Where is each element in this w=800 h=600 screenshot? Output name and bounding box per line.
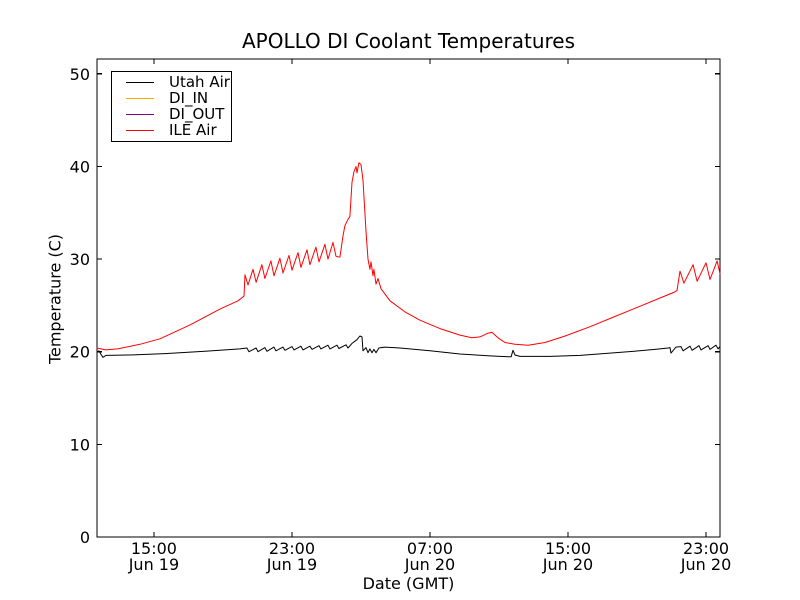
legend: Utah Air DI_IN DI_OUT ILE Air bbox=[111, 71, 232, 142]
legend-entry-utah-air: Utah Air bbox=[112, 74, 231, 90]
legend-line-icon bbox=[126, 81, 154, 83]
legend-label: DI_IN bbox=[169, 89, 209, 107]
y-tick-label: 30 bbox=[70, 250, 90, 269]
y-tick-label: 10 bbox=[70, 435, 90, 454]
x-tick-label-date: Jun 20 bbox=[404, 555, 455, 574]
x-tick-label-date: Jun 19 bbox=[266, 555, 317, 574]
legend-entry-ile-air: ILE Air bbox=[112, 122, 231, 138]
legend-entry-di-out: DI_OUT bbox=[112, 106, 231, 122]
x-tick-label-date: Jun 20 bbox=[542, 555, 593, 574]
x-tick-label-time: 07:00 bbox=[407, 539, 453, 558]
legend-label: Utah Air bbox=[169, 73, 230, 91]
y-tick-label: 40 bbox=[70, 157, 90, 176]
legend-line-icon bbox=[126, 113, 154, 115]
chart-title: APOLLO DI Coolant Temperatures bbox=[241, 29, 576, 53]
series-line-utah-air bbox=[96, 335, 721, 358]
x-tick-label-time: 15:00 bbox=[131, 539, 177, 558]
legend-line-icon bbox=[126, 129, 154, 131]
x-tick-label-time: 23:00 bbox=[269, 539, 315, 558]
y-tick-label: 0 bbox=[80, 528, 90, 547]
y-tick-label: 50 bbox=[70, 65, 90, 84]
y-tick-label: 20 bbox=[70, 343, 90, 362]
x-axis-label: Date (GMT) bbox=[362, 574, 455, 593]
legend-label: ILE Air bbox=[169, 121, 217, 139]
x-tick-label-date: Jun 19 bbox=[128, 555, 179, 574]
x-tick-label-time: 23:00 bbox=[683, 539, 729, 558]
series-line-ile-air bbox=[96, 162, 721, 351]
legend-line-icon bbox=[126, 97, 154, 99]
axes-frame bbox=[96, 58, 721, 538]
x-tick-label-date: Jun 20 bbox=[680, 555, 731, 574]
legend-entry-di-in: DI_IN bbox=[112, 90, 231, 106]
legend-label: DI_OUT bbox=[169, 105, 225, 123]
x-tick-label-time: 15:00 bbox=[545, 539, 591, 558]
